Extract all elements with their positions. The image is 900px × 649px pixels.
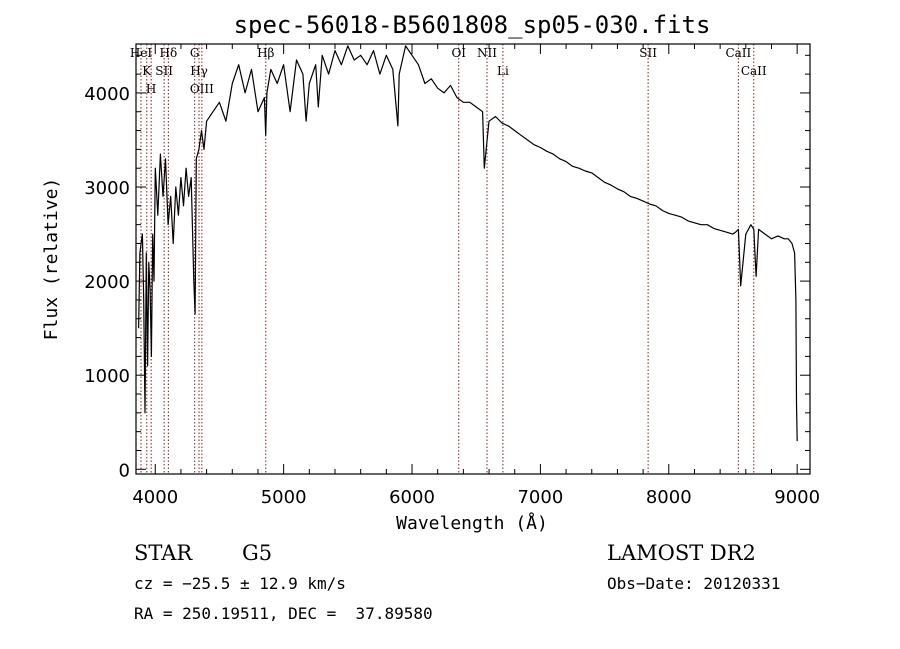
line-marker-label-12: SII: [639, 46, 657, 60]
object-subclass: G5: [242, 541, 272, 565]
line-marker-label-10: NII: [477, 46, 497, 60]
x-tick-label-1: 5000: [261, 487, 307, 508]
redshift-cz: cz = −25.5 ± 12.9 km/s: [134, 574, 346, 593]
x-tick-label-5: 9000: [774, 487, 820, 508]
line-marker-label-7: OIII: [190, 82, 214, 96]
line-marker-label-5: G: [190, 46, 200, 60]
y-axis-label: Flux (relative): [41, 178, 62, 341]
line-marker-label-9: OI: [451, 46, 466, 60]
y-tick-label-1: 1000: [84, 366, 130, 387]
y-tick-label-3: 3000: [84, 178, 130, 199]
line-marker-label-4: Hδ: [160, 46, 178, 60]
line-marker-label-6: Hγ: [190, 64, 208, 78]
axis-ticks: 4000 5000 6000 7000 8000 9000 0 1000 2000 3000 400…: [84, 44, 820, 508]
x-axis-label: Wavelength (Å): [396, 512, 548, 534]
line-marker-label-3: SII: [155, 64, 173, 78]
x-tick-label-3: 7000: [517, 487, 563, 508]
survey-name: LAMOST DR2: [607, 541, 756, 565]
chart-title: spec-56018-B5601808_sp05-030.fits: [234, 11, 711, 39]
line-marker-label-1: K: [142, 64, 152, 78]
plot-frame: [135, 43, 811, 475]
y-tick-label-2: 2000: [84, 272, 130, 293]
line-marker-label-11: Li: [497, 64, 509, 78]
line-marker-label-2: H: [146, 82, 156, 96]
line-marker-label-0: HeI: [130, 46, 153, 60]
x-tick-label-2: 6000: [389, 487, 435, 508]
spectrum-series: [138, 45, 798, 442]
line-marker-label-13: CaII: [725, 46, 751, 60]
y-tick-label-4: 4000: [84, 84, 130, 105]
spectrum-line: [138, 45, 798, 442]
x-tick-label-0: 4000: [132, 487, 178, 508]
observation-date: Obs−Date: 20120331: [607, 574, 780, 593]
sky-coordinates: RA = 250.19511, DEC = 37.89580: [134, 604, 433, 623]
y-tick-label-0: 0: [119, 460, 130, 481]
object-class: STAR: [134, 541, 193, 565]
x-tick-label-4: 8000: [646, 487, 692, 508]
line-marker-label-14: CaII: [741, 64, 767, 78]
line-marker-label-8: Hβ: [257, 46, 274, 60]
